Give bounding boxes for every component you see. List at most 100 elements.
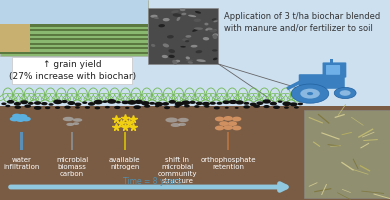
- Ellipse shape: [177, 17, 180, 21]
- Text: available
nitrogen: available nitrogen: [109, 157, 140, 170]
- Bar: [0, 106, 390, 200]
- Circle shape: [20, 100, 28, 104]
- Circle shape: [125, 107, 129, 109]
- Bar: [124, 132, 126, 150]
- Circle shape: [85, 106, 90, 109]
- Circle shape: [53, 100, 62, 104]
- Bar: [148, 8, 218, 64]
- Circle shape: [194, 105, 200, 108]
- Circle shape: [204, 105, 209, 108]
- Circle shape: [298, 103, 303, 105]
- Circle shape: [14, 102, 21, 106]
- Circle shape: [1, 102, 7, 105]
- Circle shape: [21, 117, 31, 121]
- Circle shape: [64, 106, 71, 109]
- Circle shape: [215, 117, 224, 121]
- FancyBboxPatch shape: [323, 62, 346, 78]
- Circle shape: [243, 105, 250, 109]
- Circle shape: [291, 84, 329, 103]
- Circle shape: [155, 105, 159, 107]
- Ellipse shape: [188, 15, 196, 17]
- Circle shape: [215, 126, 224, 130]
- Circle shape: [48, 103, 54, 106]
- Ellipse shape: [172, 60, 177, 65]
- Circle shape: [273, 105, 280, 109]
- Ellipse shape: [174, 60, 180, 63]
- Circle shape: [74, 103, 82, 106]
- Ellipse shape: [171, 123, 180, 127]
- Ellipse shape: [63, 117, 74, 121]
- Ellipse shape: [204, 23, 209, 25]
- Text: Application of 3 t/ha biochar blended
with manure and/or fertilizer to soil: Application of 3 t/ha biochar blended wi…: [224, 12, 381, 33]
- Ellipse shape: [163, 18, 170, 21]
- Bar: [0, 38, 148, 40]
- Circle shape: [253, 104, 260, 108]
- Text: Time = 8 years: Time = 8 years: [123, 177, 181, 186]
- Bar: [0, 0, 148, 56]
- Ellipse shape: [188, 61, 193, 64]
- Ellipse shape: [193, 19, 201, 22]
- Circle shape: [16, 117, 25, 122]
- Circle shape: [134, 100, 143, 104]
- Circle shape: [41, 102, 48, 105]
- Circle shape: [34, 101, 41, 105]
- Ellipse shape: [151, 44, 155, 47]
- Text: ↑ grain yield
(27% increase with biochar): ↑ grain yield (27% increase with biochar…: [9, 60, 136, 81]
- Circle shape: [243, 102, 249, 105]
- Ellipse shape: [197, 59, 206, 62]
- Circle shape: [144, 105, 150, 108]
- Ellipse shape: [158, 24, 165, 27]
- Circle shape: [133, 105, 141, 109]
- Circle shape: [174, 105, 180, 108]
- Bar: [0, 34, 148, 36]
- Ellipse shape: [186, 35, 191, 38]
- Ellipse shape: [195, 11, 201, 14]
- Circle shape: [67, 101, 75, 105]
- Ellipse shape: [150, 15, 158, 18]
- Ellipse shape: [186, 56, 190, 59]
- Circle shape: [34, 106, 41, 110]
- Circle shape: [290, 102, 298, 106]
- FancyBboxPatch shape: [326, 65, 340, 75]
- Ellipse shape: [181, 13, 186, 15]
- Circle shape: [94, 100, 103, 104]
- Circle shape: [162, 102, 169, 106]
- FancyBboxPatch shape: [299, 74, 345, 89]
- Circle shape: [149, 102, 155, 105]
- Circle shape: [107, 99, 116, 104]
- Circle shape: [340, 90, 351, 96]
- Ellipse shape: [213, 33, 218, 37]
- Circle shape: [14, 106, 21, 109]
- Bar: [0, 24, 30, 52]
- Ellipse shape: [73, 122, 79, 125]
- Circle shape: [300, 89, 320, 99]
- Circle shape: [168, 100, 176, 104]
- Circle shape: [262, 99, 271, 104]
- Circle shape: [250, 103, 257, 106]
- Ellipse shape: [205, 28, 209, 31]
- Ellipse shape: [213, 58, 217, 60]
- Bar: [227, 132, 229, 150]
- Ellipse shape: [213, 34, 218, 39]
- Ellipse shape: [195, 50, 202, 53]
- Circle shape: [284, 106, 289, 109]
- Bar: [304, 110, 390, 198]
- Circle shape: [82, 101, 87, 104]
- Ellipse shape: [178, 123, 186, 126]
- Ellipse shape: [207, 28, 213, 30]
- Ellipse shape: [186, 59, 193, 61]
- Bar: [330, 59, 333, 64]
- Ellipse shape: [168, 49, 175, 53]
- Circle shape: [102, 100, 108, 103]
- Ellipse shape: [66, 123, 74, 126]
- Circle shape: [232, 126, 241, 130]
- Circle shape: [18, 114, 27, 119]
- Circle shape: [270, 102, 277, 105]
- Circle shape: [175, 102, 183, 106]
- Circle shape: [223, 125, 233, 130]
- Bar: [71, 132, 73, 150]
- Ellipse shape: [211, 29, 217, 31]
- Circle shape: [28, 102, 34, 105]
- Circle shape: [264, 105, 269, 108]
- Circle shape: [294, 106, 299, 109]
